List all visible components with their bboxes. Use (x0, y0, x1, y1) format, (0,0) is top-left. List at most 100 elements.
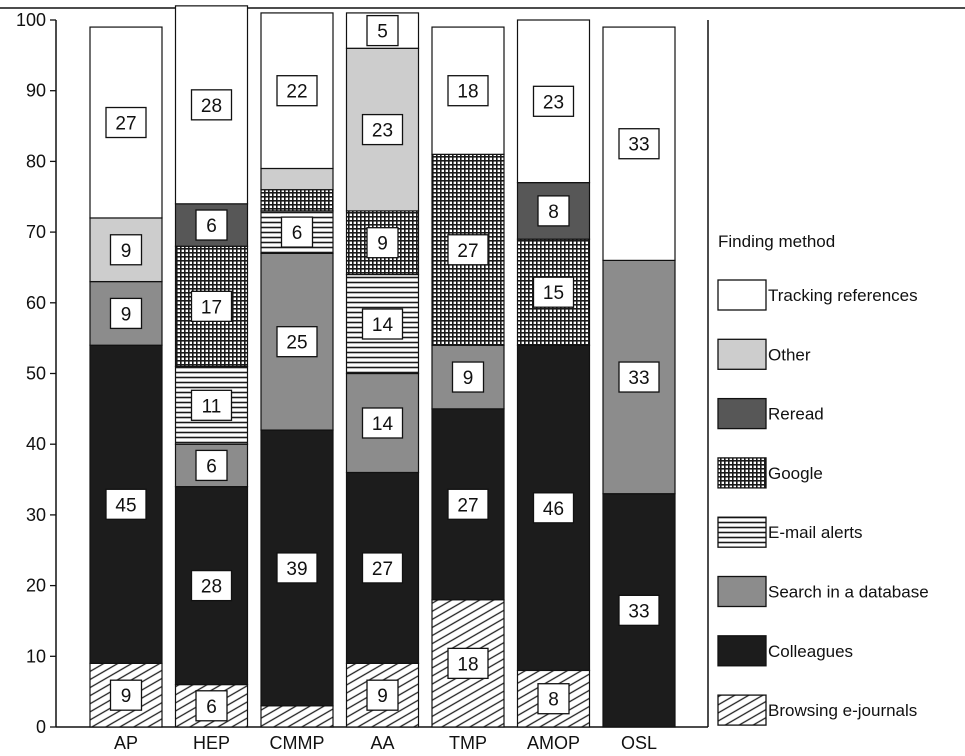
top-strip (0, 0, 965, 6)
data-label-box (109, 297, 143, 330)
data-label-box (447, 75, 489, 107)
legend-label-other: Other (768, 345, 811, 364)
legend-swatch-colleagues (717, 635, 767, 667)
data-label-browsing-hep: 6 (206, 697, 217, 718)
x-tick-label-osl: OSL (621, 733, 657, 753)
legend-label-reread: Reread (768, 405, 824, 424)
data-label-browsing-ap: 9 (121, 686, 132, 707)
data-label-colleagues-hep: 28 (201, 577, 222, 598)
data-label-box (361, 308, 404, 340)
data-label-colleagues-cmmp: 39 (286, 559, 307, 580)
data-label-box (190, 290, 233, 322)
data-label-reread-hep: 6 (206, 216, 217, 237)
data-label-email-hep: 11 (202, 396, 222, 417)
data-label-search-tmp: 9 (463, 368, 474, 389)
legend-label-browsing: Browsing e-journals (768, 701, 917, 720)
data-label-box (618, 361, 660, 393)
bar-segment-other-cmmp (260, 167, 334, 191)
data-label-box (190, 569, 233, 602)
data-label-google-hep: 17 (201, 297, 222, 318)
data-label-box (366, 679, 399, 711)
data-label-box (276, 552, 318, 584)
data-label-box (451, 361, 485, 393)
legend-label-search: Search in a database (768, 583, 929, 602)
legend-swatch-reread (717, 397, 767, 430)
data-label-box (532, 492, 575, 524)
data-label-box (532, 85, 575, 117)
y-tick-label: 100 (16, 10, 46, 30)
data-label-box (105, 488, 147, 520)
y-tick-label: 50 (26, 364, 46, 384)
data-label-box (280, 216, 314, 248)
data-label-box (195, 690, 228, 722)
y-tick-label: 20 (26, 576, 46, 596)
plot-area: 0 10 20 30 40 50 60 70 80 90 100 9 45 9 9 27 AP 6 28 6 11 17 6… (16, 5, 709, 753)
data-label-google-amop: 15 (543, 283, 564, 304)
legend-swatch-search (717, 575, 767, 608)
data-label-tracking-tmp: 18 (457, 82, 478, 103)
legend-swatch-email (717, 516, 767, 548)
data-label-box (532, 276, 575, 308)
x-tick-label-amop: AMOP (527, 733, 580, 753)
y-tick-label: 40 (26, 434, 46, 454)
data-label-search-hep: 6 (206, 456, 217, 477)
data-label-reread-amop: 8 (548, 202, 559, 223)
data-label-tracking-ap: 27 (115, 114, 136, 135)
legend-label-email: E-mail alerts (768, 523, 862, 542)
data-label-other-aa: 23 (372, 121, 393, 142)
x-tick-label-cmmp: CMMP (270, 733, 325, 753)
data-label-colleagues-tmp: 27 (457, 495, 478, 516)
y-tick-label: 90 (26, 81, 46, 101)
legend-title: Finding method (718, 232, 835, 251)
data-label-other-ap: 9 (121, 241, 132, 262)
legend-label-colleagues: Colleagues (768, 642, 853, 661)
data-label-box (361, 552, 404, 584)
data-label-google-aa: 9 (377, 234, 388, 255)
data-label-box (447, 234, 489, 266)
bar-segment-google-cmmp (260, 189, 334, 212)
data-label-box (361, 113, 404, 146)
data-label-box (109, 679, 143, 711)
x-tick-label-tmp: TMP (449, 733, 487, 753)
data-label-google-tmp: 27 (457, 241, 478, 262)
bar-segment-search-osl (602, 259, 676, 495)
legend-label-google: Google (768, 464, 823, 483)
data-label-browsing-aa: 9 (377, 686, 388, 707)
data-label-colleagues-ap: 45 (115, 495, 136, 516)
legend-swatch-google (717, 457, 767, 489)
data-label-box (618, 128, 660, 160)
data-label-email-cmmp: 6 (292, 223, 303, 244)
x-tick-label-ap: AP (114, 733, 138, 753)
data-label-browsing-tmp: 18 (457, 654, 478, 675)
data-label-search-osl: 33 (628, 368, 649, 389)
data-label-box (361, 407, 404, 439)
data-label-box (276, 75, 318, 107)
data-label-box (537, 195, 570, 227)
y-tick-label: 70 (26, 222, 46, 242)
data-label-colleagues-osl: 33 (628, 601, 649, 622)
data-label-search-cmmp: 25 (286, 333, 307, 354)
data-label-search-ap: 9 (121, 304, 132, 325)
legend-swatch-other (717, 338, 767, 370)
data-label-box (190, 89, 233, 121)
legend-swatch-tracking (717, 279, 767, 311)
bar-segment-browsing-cmmp (260, 705, 334, 728)
data-label-colleagues-amop: 46 (543, 499, 564, 520)
data-label-box (109, 234, 143, 266)
x-tick-label-aa: AA (370, 733, 394, 753)
data-label-colleagues-aa: 27 (372, 559, 393, 580)
data-label-tracking-amop: 23 (543, 92, 564, 113)
data-label-box (276, 326, 318, 358)
y-tick-label: 80 (26, 151, 46, 171)
data-label-box (190, 389, 233, 421)
data-label-tracking-osl: 33 (628, 135, 649, 156)
data-label-box (195, 449, 228, 482)
data-label-box (195, 209, 228, 241)
data-label-box (537, 683, 570, 715)
bar-segment-tracking-osl (602, 26, 676, 261)
legend-swatch-browsing (717, 694, 767, 726)
y-tick-label: 10 (26, 646, 46, 666)
legend-label-tracking: Tracking references (768, 286, 918, 305)
data-label-tracking-hep: 28 (201, 96, 222, 117)
